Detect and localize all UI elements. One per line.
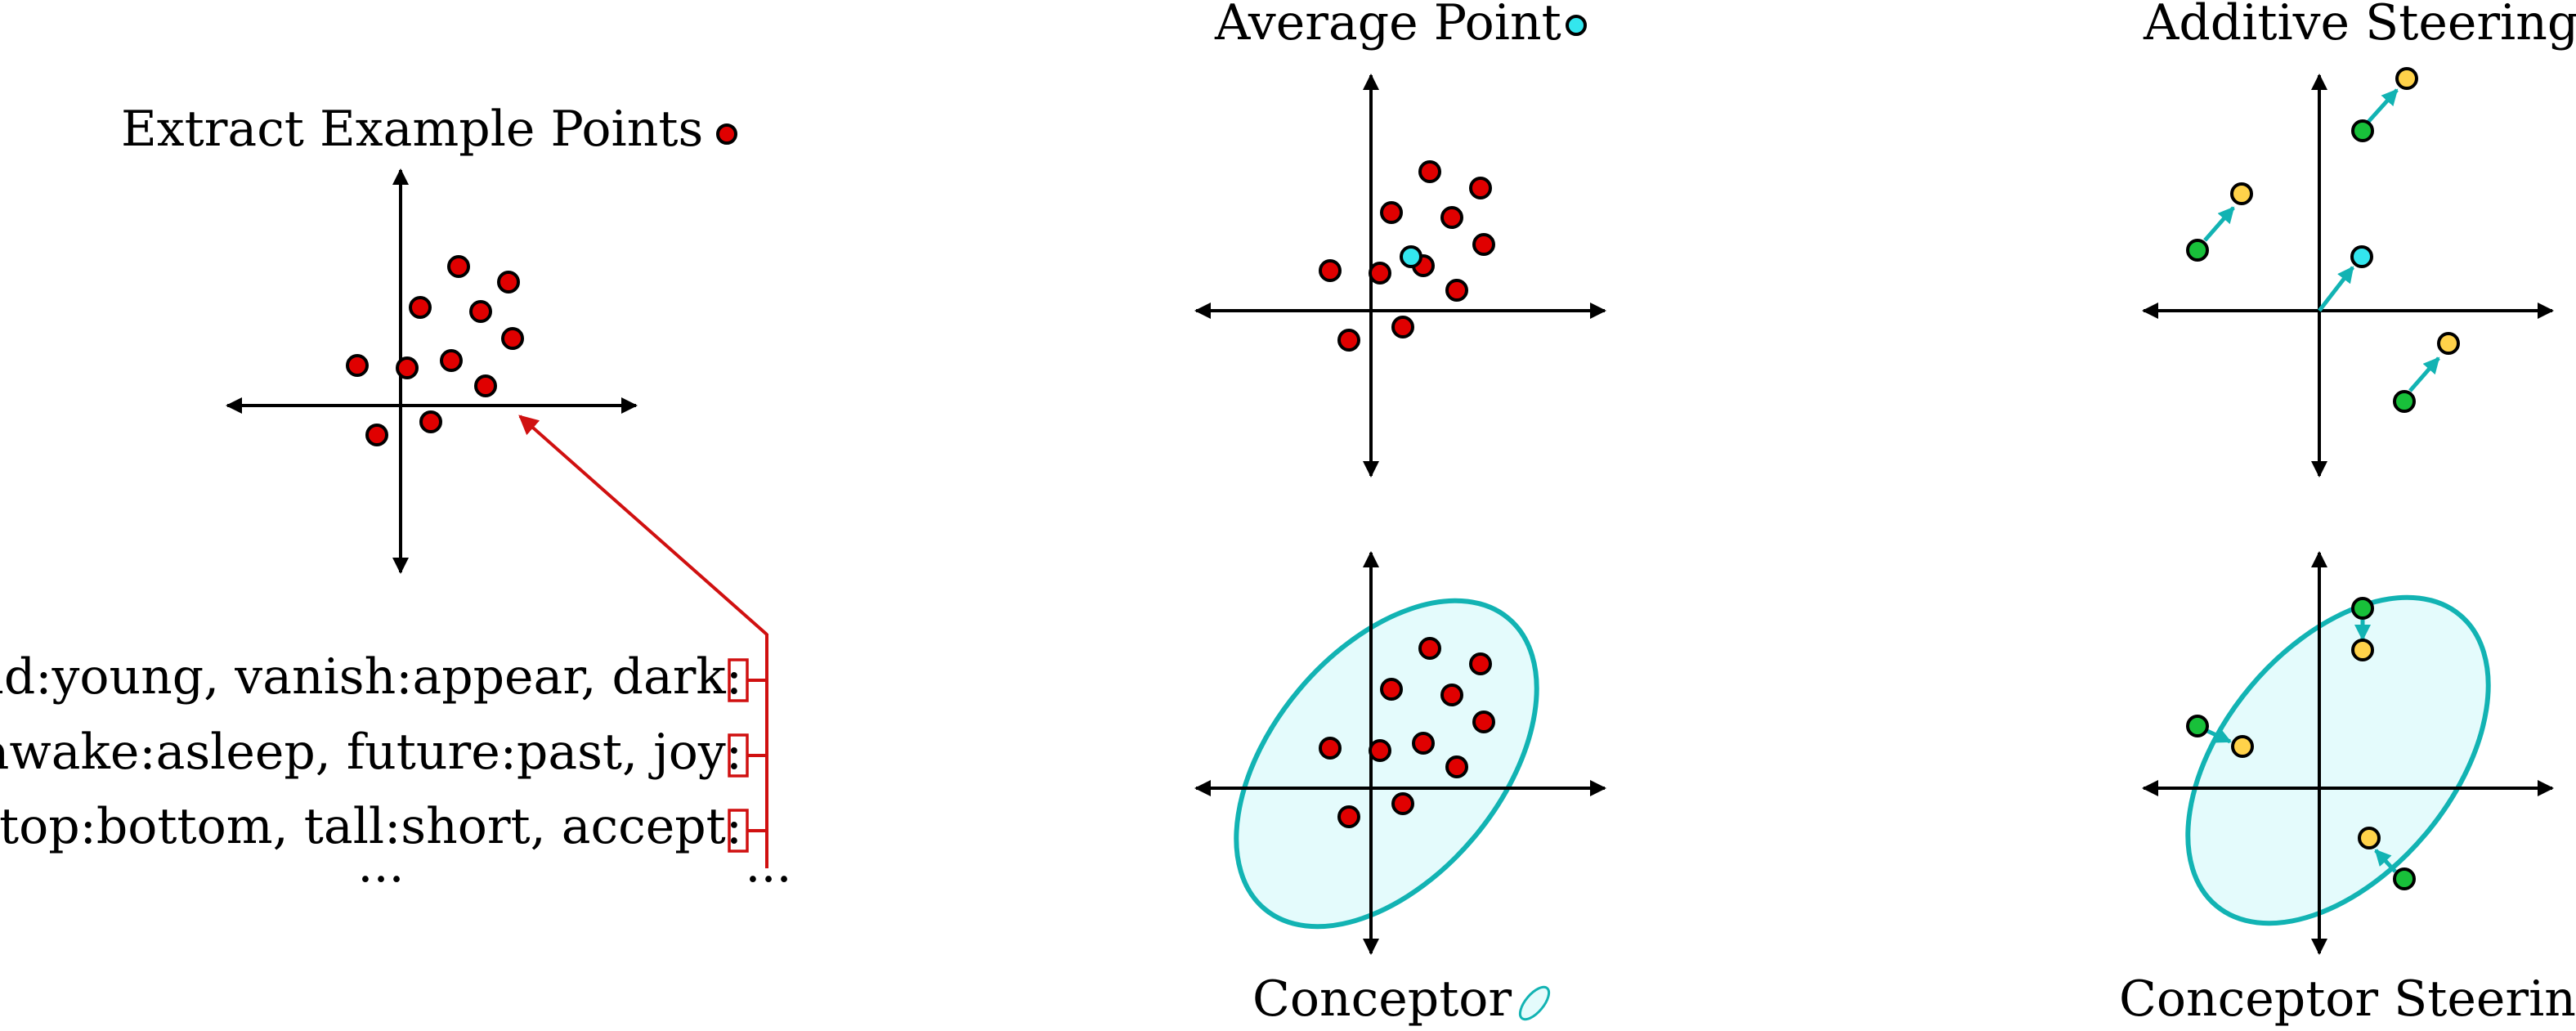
example-point xyxy=(396,356,419,379)
example-point xyxy=(1440,684,1463,706)
extract-title: Extract Example Points xyxy=(121,101,703,158)
example-point xyxy=(1469,177,1492,199)
original-point xyxy=(2351,597,2374,620)
panel-additive: Additive Steering xyxy=(2142,0,2576,477)
original-point xyxy=(2186,239,2209,262)
extraction-connector xyxy=(518,415,768,868)
example-point xyxy=(1369,262,1391,285)
panel-extract: Extract Example Points xyxy=(121,101,737,574)
example-point xyxy=(419,410,442,433)
example-point xyxy=(1412,732,1435,755)
steering-vector-arrow xyxy=(2203,206,2235,242)
steered-activations xyxy=(2230,67,2460,355)
average-point xyxy=(1400,245,1422,268)
steered-activations xyxy=(2231,639,2381,849)
extraction-arrow xyxy=(518,415,768,636)
example-point xyxy=(1337,805,1360,828)
example-point xyxy=(440,349,463,372)
example-point xyxy=(469,300,492,323)
example-point xyxy=(1369,739,1391,762)
additive-title: Additive Steering xyxy=(2143,0,2576,52)
example-point xyxy=(1418,160,1441,183)
conceptor-ellipse xyxy=(2185,594,2491,926)
original-activations xyxy=(2186,597,2416,890)
example-point xyxy=(1380,201,1403,224)
example-point xyxy=(447,255,470,278)
example-point xyxy=(1445,279,1468,302)
original-point xyxy=(2186,715,2209,737)
original-activations xyxy=(2186,119,2416,413)
steering-vectors xyxy=(2203,88,2440,392)
steered-point xyxy=(2437,332,2460,355)
projection-arrow xyxy=(2374,849,2397,873)
average-point xyxy=(2350,245,2373,268)
steering-vector-arrow xyxy=(2318,266,2354,312)
example-point xyxy=(1391,792,1414,815)
example-point xyxy=(474,374,497,397)
original-point xyxy=(2393,867,2416,890)
steering-vector-arrow xyxy=(2366,88,2399,124)
prompt-line-1: old:young, vanish:appear, dark: xyxy=(0,648,742,706)
conceptor-steering-title: Conceptor Steering xyxy=(2119,970,2576,1028)
example-point xyxy=(1319,259,1342,282)
prompt-line-3: top:bottom, tall:short, accept: xyxy=(0,798,742,855)
example-points xyxy=(1319,160,1495,352)
original-point xyxy=(2351,119,2374,142)
example-point xyxy=(1418,637,1441,660)
example-points xyxy=(1319,637,1495,828)
red-point-icon xyxy=(716,123,737,145)
example-point xyxy=(1319,737,1342,760)
example-point xyxy=(497,271,520,294)
projection-arrow xyxy=(2206,728,2232,744)
example-points xyxy=(346,255,524,446)
steered-point xyxy=(2358,827,2381,849)
conceptor-ellipse xyxy=(1234,598,1539,930)
example-point xyxy=(1472,710,1495,733)
steered-point xyxy=(2351,639,2374,661)
prompt-block: old:young, vanish:appear, dark: awake:as… xyxy=(0,415,792,894)
conceptor-title: Conceptor xyxy=(1252,970,1512,1028)
example-point xyxy=(1469,652,1492,675)
steered-point xyxy=(2231,735,2254,758)
panel-conceptor: Conceptor xyxy=(1194,551,1606,1028)
ellipse-icon xyxy=(1518,985,1551,1021)
example-point xyxy=(1391,316,1414,338)
example-point xyxy=(1380,678,1403,701)
cyan-point-icon xyxy=(1566,15,1587,36)
steered-point xyxy=(2395,67,2418,90)
steered-point xyxy=(2230,182,2253,205)
example-point xyxy=(409,296,432,319)
example-point xyxy=(365,424,388,446)
example-point xyxy=(1445,755,1468,778)
average-title: Average Point xyxy=(1214,0,1561,52)
example-point xyxy=(501,327,524,350)
panel-average: Average Point xyxy=(1194,0,1606,477)
prompt-ellipsis-left: ... xyxy=(357,836,404,894)
example-point xyxy=(346,354,369,377)
prompt-line-2: awake:asleep, future:past, joy: xyxy=(0,724,742,781)
projection-vectors xyxy=(2206,620,2397,873)
original-point xyxy=(2393,390,2416,413)
example-point xyxy=(1472,233,1495,256)
example-point xyxy=(1440,206,1463,229)
steering-vector-arrow xyxy=(2408,356,2440,392)
example-point xyxy=(1337,329,1360,352)
panel-conceptor-steering: Conceptor Steering xyxy=(2119,551,2576,1028)
